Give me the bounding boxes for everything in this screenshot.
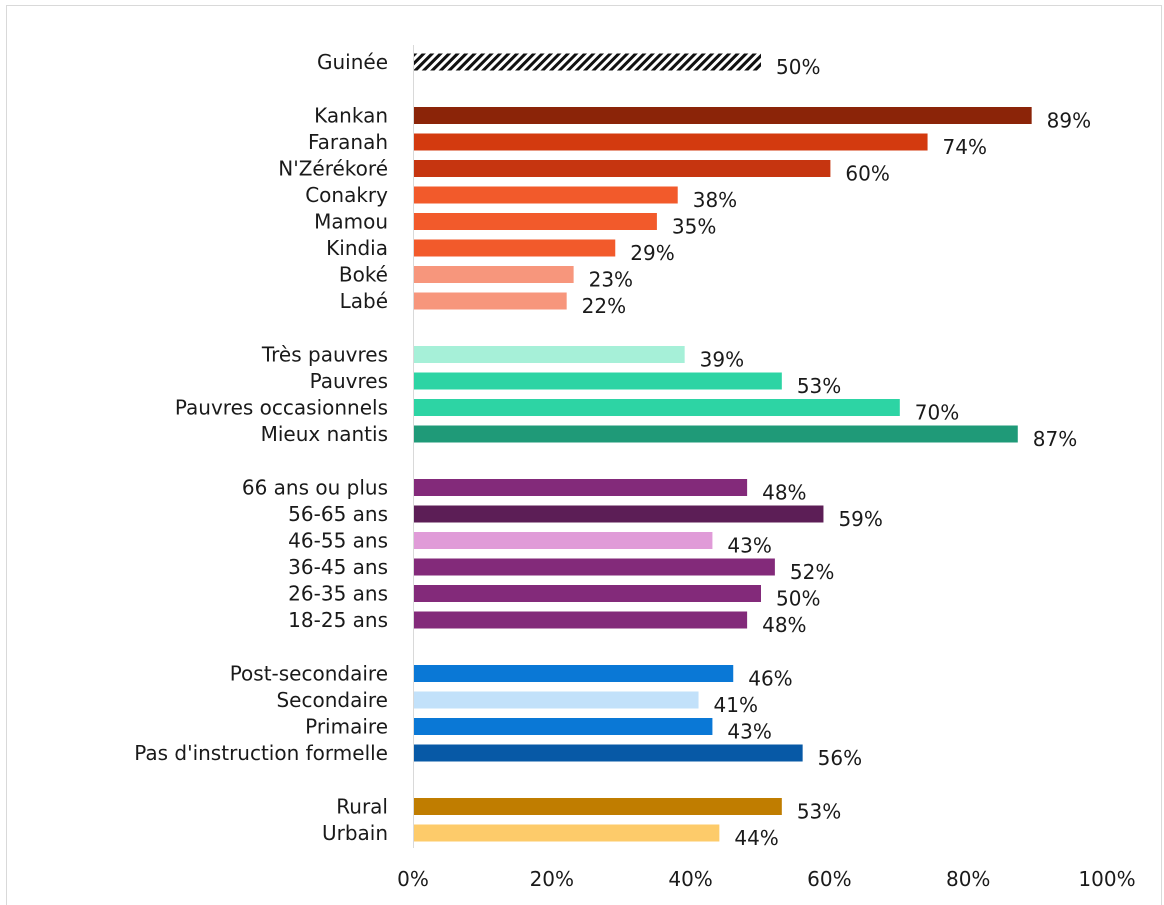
bar-conakry [414, 186, 678, 204]
bar-pauvres [414, 372, 782, 390]
bar-66-ans-ou-plus [414, 479, 748, 496]
category-label-n-zerekore: N'Zérékoré [278, 157, 388, 181]
x-tick-80pct: 80% [946, 867, 990, 891]
value-label-tres-pauvres: 39% [700, 348, 744, 372]
x-tick-40pct: 40% [668, 867, 712, 891]
value-label-conakry: 38% [693, 188, 737, 212]
bar-46-55-ans [414, 532, 713, 549]
bar-18-25-ans [414, 611, 748, 629]
value-label-18-25-ans: 48% [762, 613, 806, 637]
category-label-mieux-nantis: Mieux nantis [261, 422, 388, 446]
value-label-46-55-ans: 43% [727, 534, 771, 558]
category-label-urbain: Urbain [322, 821, 388, 845]
category-label-pas-d-instruction-formelle: Pas d'instruction formelle [134, 741, 388, 765]
value-label-kankan: 89% [1047, 109, 1091, 133]
value-label-n-zerekore: 60% [845, 162, 889, 186]
bar-primaire [414, 718, 713, 735]
x-tick-100pct: 100% [1078, 867, 1135, 891]
bar-pauvres-occasionnels [414, 399, 900, 416]
value-label-guinee: 50% [776, 55, 820, 79]
category-label-kankan: Kankan [314, 104, 388, 128]
value-label-post-secondaire: 46% [748, 667, 792, 691]
bar-secondaire [414, 691, 699, 709]
category-label-tres-pauvres: Très pauvres [261, 343, 388, 367]
category-label-46-55-ans: 46-55 ans [288, 529, 388, 553]
category-label-guinee: Guinée [317, 50, 388, 74]
value-label-56-65-ans: 59% [838, 507, 882, 531]
bars-layer [414, 53, 1032, 842]
category-label-56-65-ans: 56-65 ans [288, 502, 388, 526]
value-label-26-35-ans: 50% [776, 587, 820, 611]
category-label-pauvres: Pauvres [310, 369, 388, 393]
bar-urbain [414, 824, 720, 842]
category-label-primaire: Primaire [305, 715, 388, 739]
category-label-mamou: Mamou [314, 210, 388, 234]
x-tick-0pct: 0% [397, 867, 429, 891]
bar-kankan [414, 107, 1032, 124]
category-label-26-35-ans: 26-35 ans [288, 582, 388, 606]
bar-n-zerekore [414, 160, 831, 177]
value-label-secondaire: 41% [714, 693, 758, 717]
value-label-pauvres-occasionnels: 70% [915, 401, 959, 425]
category-label-boke: Boké [339, 263, 388, 287]
bar-post-secondaire [414, 665, 734, 682]
category-label-faranah: Faranah [308, 130, 388, 154]
bar-guinee [414, 53, 761, 71]
bar-26-35-ans [414, 585, 761, 602]
x-ticks-layer: 0% 20% 40% 60% 80% 100% [397, 867, 1135, 891]
value-label-pas-d-instruction-formelle: 56% [818, 746, 862, 770]
category-label-rural: Rural [336, 795, 388, 819]
category-label-66-ans-ou-plus: 66 ans ou plus [242, 476, 388, 500]
value-label-faranah: 74% [943, 135, 987, 159]
value-labels-layer: 50% 89% 74% 60% 38% 35%29% 23%22% 39% 53% 70% 87% 4… [582, 55, 1091, 850]
value-label-labe: 22% [582, 294, 626, 318]
bar-rural [414, 798, 782, 815]
bar-56-65-ans [414, 505, 824, 523]
category-label-36-45-ans: 36-45 ans [288, 555, 388, 579]
value-label-urbain: 44% [734, 826, 778, 850]
category-label-kindia: Kindia [326, 236, 388, 260]
value-label-pauvres: 53% [797, 374, 841, 398]
category-label-conakry: Conakry [305, 183, 388, 207]
bar-labe [414, 292, 567, 310]
x-tick-20pct: 20% [530, 867, 574, 891]
bar-tres-pauvres [414, 346, 685, 363]
value-label-36-45-ans: 52% [790, 560, 834, 584]
value-label-mamou: 35% [672, 215, 716, 239]
bar-faranah [414, 133, 928, 151]
value-label-mieux-nantis: 87% [1033, 427, 1077, 451]
bar-mamou [414, 213, 657, 230]
value-label-boke: 23% [589, 268, 633, 292]
bar-boke [414, 266, 574, 283]
value-label-kindia: 29% [630, 241, 674, 265]
bar-36-45-ans [414, 558, 775, 576]
category-label-pauvres-occasionnels: Pauvres occasionnels [175, 396, 388, 420]
value-label-66-ans-ou-plus: 48% [762, 481, 806, 505]
category-label-secondaire: Secondaire [276, 688, 388, 712]
category-label-labe: Labé [340, 289, 388, 313]
value-label-rural: 53% [797, 800, 841, 824]
category-label-18-25-ans: 18-25 ans [288, 608, 388, 632]
bar-kindia [414, 239, 616, 257]
x-tick-60pct: 60% [807, 867, 851, 891]
category-label-post-secondaire: Post-secondaire [230, 662, 388, 686]
bar-pas-d-instruction-formelle [414, 744, 803, 762]
value-label-primaire: 43% [727, 720, 771, 744]
bar-mieux-nantis [414, 425, 1018, 443]
